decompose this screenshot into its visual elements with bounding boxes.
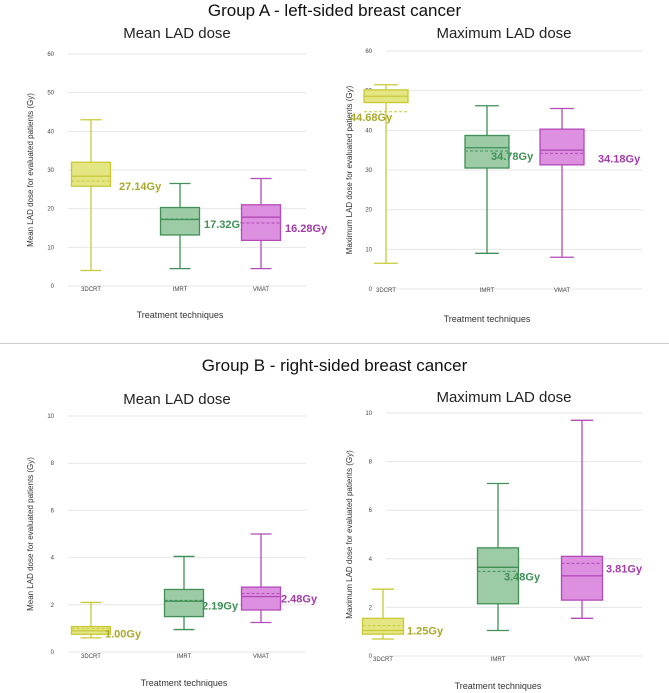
x-tick-label: 3DCRT [81, 654, 101, 660]
box-3dcrt [363, 84, 409, 264]
x-tick-label: 3DCRT [373, 657, 393, 663]
x-tick-label: IMRT [177, 654, 192, 660]
chart-b-mean: Mean LAD dose 0 2 4 6 8 10 Mean LAD dose for ev… [26, 391, 318, 688]
box-vmat [240, 533, 282, 624]
x-tick-label: IMRT [491, 657, 506, 663]
x-axis-label: Treatment techniques [444, 314, 531, 324]
iqr-box [163, 588, 205, 618]
y-tick-label: 10 [47, 245, 54, 251]
iqr-box [539, 128, 585, 166]
y-tick-label: 10 [365, 411, 372, 417]
chart-a-max: Maximum LAD dose0102030405060Maximum LAD… [345, 25, 642, 324]
x-tick-label: 3DCRT [81, 287, 101, 293]
chart-a-mean: Mean LAD dose 0 10 20 30 40 50 60 Mean LAD dose … [26, 25, 328, 320]
chart-title: Maximum LAD dose [436, 389, 571, 406]
y-tick-label: 50 [47, 91, 54, 97]
y-tick-label: 40 [47, 129, 54, 135]
y-tick-label: 8 [369, 460, 373, 466]
box-imrt [476, 482, 520, 632]
iqr-box [361, 617, 405, 635]
box-3dcrt [70, 119, 112, 272]
mean-annotation: 27.14Gy [119, 181, 162, 193]
mean-annotation: 1.25Gy [407, 626, 444, 638]
y-tick-label: 0 [369, 287, 373, 293]
box-imrt [163, 555, 205, 631]
x-tick-label: VMAT [253, 287, 270, 293]
y-axis-label: Mean LAD dose for evaluated patients (Gy… [26, 457, 35, 611]
box-vmat [539, 107, 585, 258]
y-tick-label: 10 [47, 414, 54, 420]
group-b-title: Group B - right-sided breast cancer [201, 356, 468, 375]
chart-title: Mean LAD dose [123, 391, 231, 408]
x-axis-label: Treatment techniques [137, 310, 224, 320]
box-vmat [560, 419, 604, 619]
mean-annotation: 34.78Gy [491, 151, 534, 163]
iqr-box [240, 586, 282, 611]
y-tick-label: 60 [47, 52, 54, 58]
mean-annotation: 3.81Gy [606, 563, 643, 575]
y-axis-label: Mean LAD dose for evaluated patients (Gy… [26, 93, 35, 247]
x-axis-label: Treatment techniques [141, 678, 228, 688]
y-tick-label: 40 [365, 128, 372, 134]
box-3dcrt [70, 601, 112, 639]
y-tick-label: 20 [47, 207, 54, 213]
x-tick-label: 3DCRT [376, 288, 396, 294]
mean-annotation: 2.48Gy [281, 593, 318, 605]
x-tick-label: IMRT [480, 288, 495, 294]
box-vmat [240, 177, 282, 270]
iqr-box [464, 134, 510, 169]
mean-annotation: 44.68Gy [350, 112, 393, 124]
y-tick-label: 6 [51, 508, 55, 514]
x-tick-label: VMAT [253, 654, 270, 660]
x-tick-label: VMAT [554, 288, 571, 294]
y-tick-label: 20 [365, 208, 372, 214]
y-tick-label: 30 [47, 168, 54, 174]
y-tick-label: 6 [369, 508, 373, 514]
mean-annotation: 16.28Gy [285, 223, 328, 235]
iqr-box [159, 206, 201, 236]
y-tick-label: 0 [51, 650, 55, 656]
y-axis-label: Maximum LAD dose for evaluated patients … [345, 450, 354, 619]
box-3dcrt [361, 588, 405, 640]
x-tick-label: VMAT [574, 657, 591, 663]
mean-annotation: 34.18Gy [598, 153, 641, 165]
mean-annotation: 2.19Gy [202, 600, 239, 612]
y-tick-label: 4 [369, 557, 373, 563]
y-tick-label: 60 [365, 49, 372, 55]
chart-b-max: Maximum LAD dose 0 2 4 6 8 10 Maximum LAD dose … [345, 389, 643, 691]
box-imrt [159, 182, 201, 270]
y-tick-label: 30 [365, 168, 372, 174]
y-tick-label: 10 [365, 247, 372, 253]
group-a-title: Group A - left-sided breast cancer [207, 1, 462, 20]
iqr-box [70, 161, 112, 187]
y-tick-label: 2 [369, 605, 373, 611]
y-tick-label: 0 [369, 654, 373, 660]
y-tick-label: 2 [51, 603, 55, 609]
chart-title: Maximum LAD dose [436, 25, 571, 42]
mean-annotation: 3.48Gy [504, 571, 541, 583]
y-tick-label: 8 [51, 461, 55, 467]
box-imrt [464, 105, 510, 254]
mean-annotation: 17.32Gy [204, 219, 247, 231]
x-axis-label: Treatment techniques [455, 681, 542, 691]
iqr-box [476, 547, 520, 605]
x-tick-label: IMRT [173, 287, 188, 293]
y-axis-label: Maximum LAD dose for evaluated patients … [345, 85, 354, 254]
chart-title: Mean LAD dose [123, 25, 231, 42]
mean-annotation: 1.00Gy [105, 628, 142, 640]
y-tick-label: 4 [51, 556, 55, 562]
group-divider [0, 343, 669, 344]
y-tick-label: 0 [51, 284, 55, 290]
